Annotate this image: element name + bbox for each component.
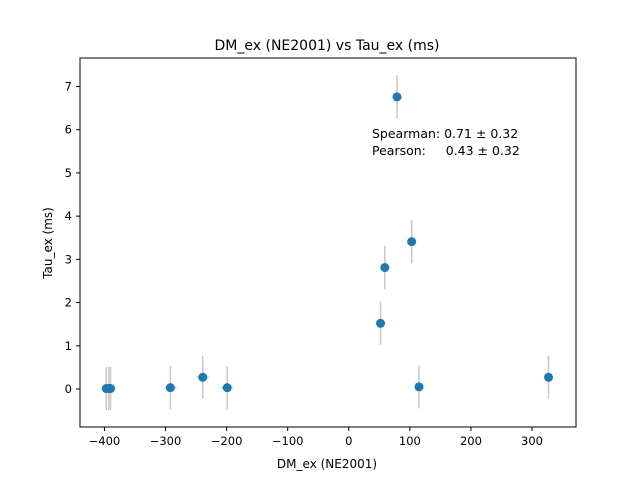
x-axis-ticks: −400 −300 −200 −100 0 100 200 300	[89, 427, 543, 448]
y-tick-label: 4	[65, 209, 72, 223]
data-point	[165, 383, 175, 393]
y-axis-label: Tau_ex (ms)	[41, 207, 55, 280]
x-tick-label: 300	[521, 434, 543, 448]
x-axis-label: DM_ex (NE2001)	[277, 457, 377, 471]
data-point	[198, 372, 208, 382]
data-point	[544, 372, 554, 382]
x-tick-label: −200	[211, 434, 243, 448]
spearman-annotation: Spearman: 0.71 ± 0.32	[372, 126, 518, 141]
x-tick-label: −300	[150, 434, 182, 448]
axes-frame	[79, 57, 577, 428]
y-tick-label: 6	[65, 123, 72, 137]
x-tick-label: 200	[460, 434, 482, 448]
y-axis-ticks: 0 1 2 3 4 5 6 7	[65, 80, 80, 396]
data-point	[414, 382, 424, 392]
y-tick-label: 2	[65, 296, 72, 310]
x-tick-label: 0	[345, 434, 352, 448]
plot-area	[80, 58, 576, 427]
data-point	[222, 383, 232, 393]
y-tick-label: 7	[65, 80, 72, 94]
y-tick-label: 3	[65, 252, 72, 266]
data-point	[392, 92, 402, 102]
points-layer	[101, 92, 554, 394]
chart-title: DM_ex (NE2001) vs Tau_ex (ms)	[215, 38, 440, 54]
y-tick-label: 5	[65, 166, 72, 180]
x-tick-label: −400	[89, 434, 121, 448]
data-point	[380, 263, 390, 273]
y-tick-label: 1	[65, 339, 72, 353]
data-point	[106, 384, 116, 394]
y-tick-label: 0	[65, 382, 72, 396]
x-tick-label: −100	[272, 434, 304, 448]
x-tick-label: 100	[399, 434, 421, 448]
data-point	[407, 237, 417, 247]
pearson-annotation: Pearson: 0.43 ± 0.32	[372, 143, 520, 158]
data-point	[376, 318, 386, 328]
